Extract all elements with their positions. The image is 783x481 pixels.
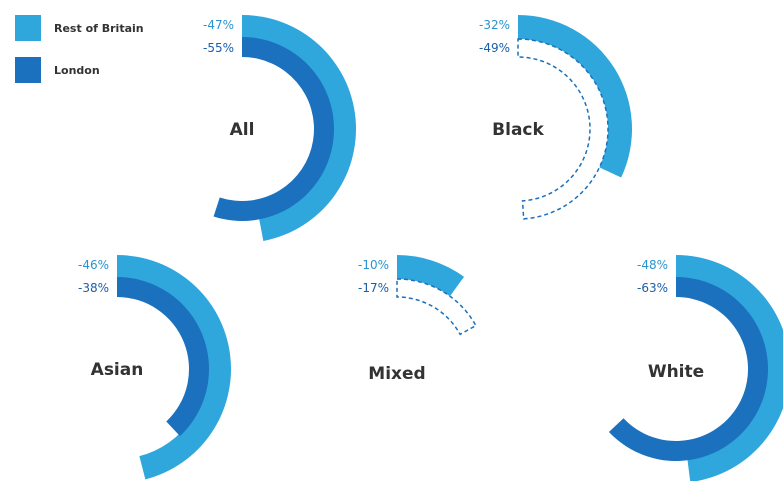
- value-label-london-black: -49%: [479, 41, 510, 55]
- legend-label-london: London: [54, 64, 100, 77]
- category-label-white: White: [648, 362, 704, 382]
- value-label-london-all: -55%: [203, 41, 234, 55]
- value-label-rest-asian: -46%: [78, 258, 109, 272]
- value-label-rest-mixed: -10%: [358, 258, 389, 272]
- arc-rest-of-britain-all: [242, 15, 357, 241]
- value-label-london-asian: -38%: [78, 281, 109, 295]
- arc-london-black: [517, 38, 609, 220]
- arc-rest-of-britain-asian: [117, 255, 231, 480]
- legend-swatch-london: [15, 57, 41, 83]
- category-label-mixed: Mixed: [368, 364, 425, 384]
- value-label-london-mixed: -17%: [358, 281, 389, 295]
- category-label-asian: Asian: [91, 360, 144, 380]
- legend-swatch-rest-of-britain: [15, 15, 41, 41]
- arc-rest-of-britain-mixed: [397, 255, 465, 297]
- arc-london-white: [608, 277, 768, 461]
- legend-label-rest-of-britain: Rest of Britain: [54, 22, 144, 35]
- arc-london-asian: [117, 277, 210, 437]
- value-label-rest-black: -32%: [479, 18, 510, 32]
- value-label-rest-white: -48%: [637, 258, 668, 272]
- value-label-london-white: -63%: [637, 281, 668, 295]
- arc-rest-of-britain-black: [518, 15, 632, 178]
- arc-london-mixed: [396, 278, 477, 336]
- category-label-black: Black: [492, 120, 544, 140]
- arc-rest-of-britain-white: [676, 255, 783, 481]
- value-label-rest-all: -47%: [203, 18, 234, 32]
- arc-london-all: [213, 37, 334, 221]
- category-label-all: All: [230, 120, 255, 140]
